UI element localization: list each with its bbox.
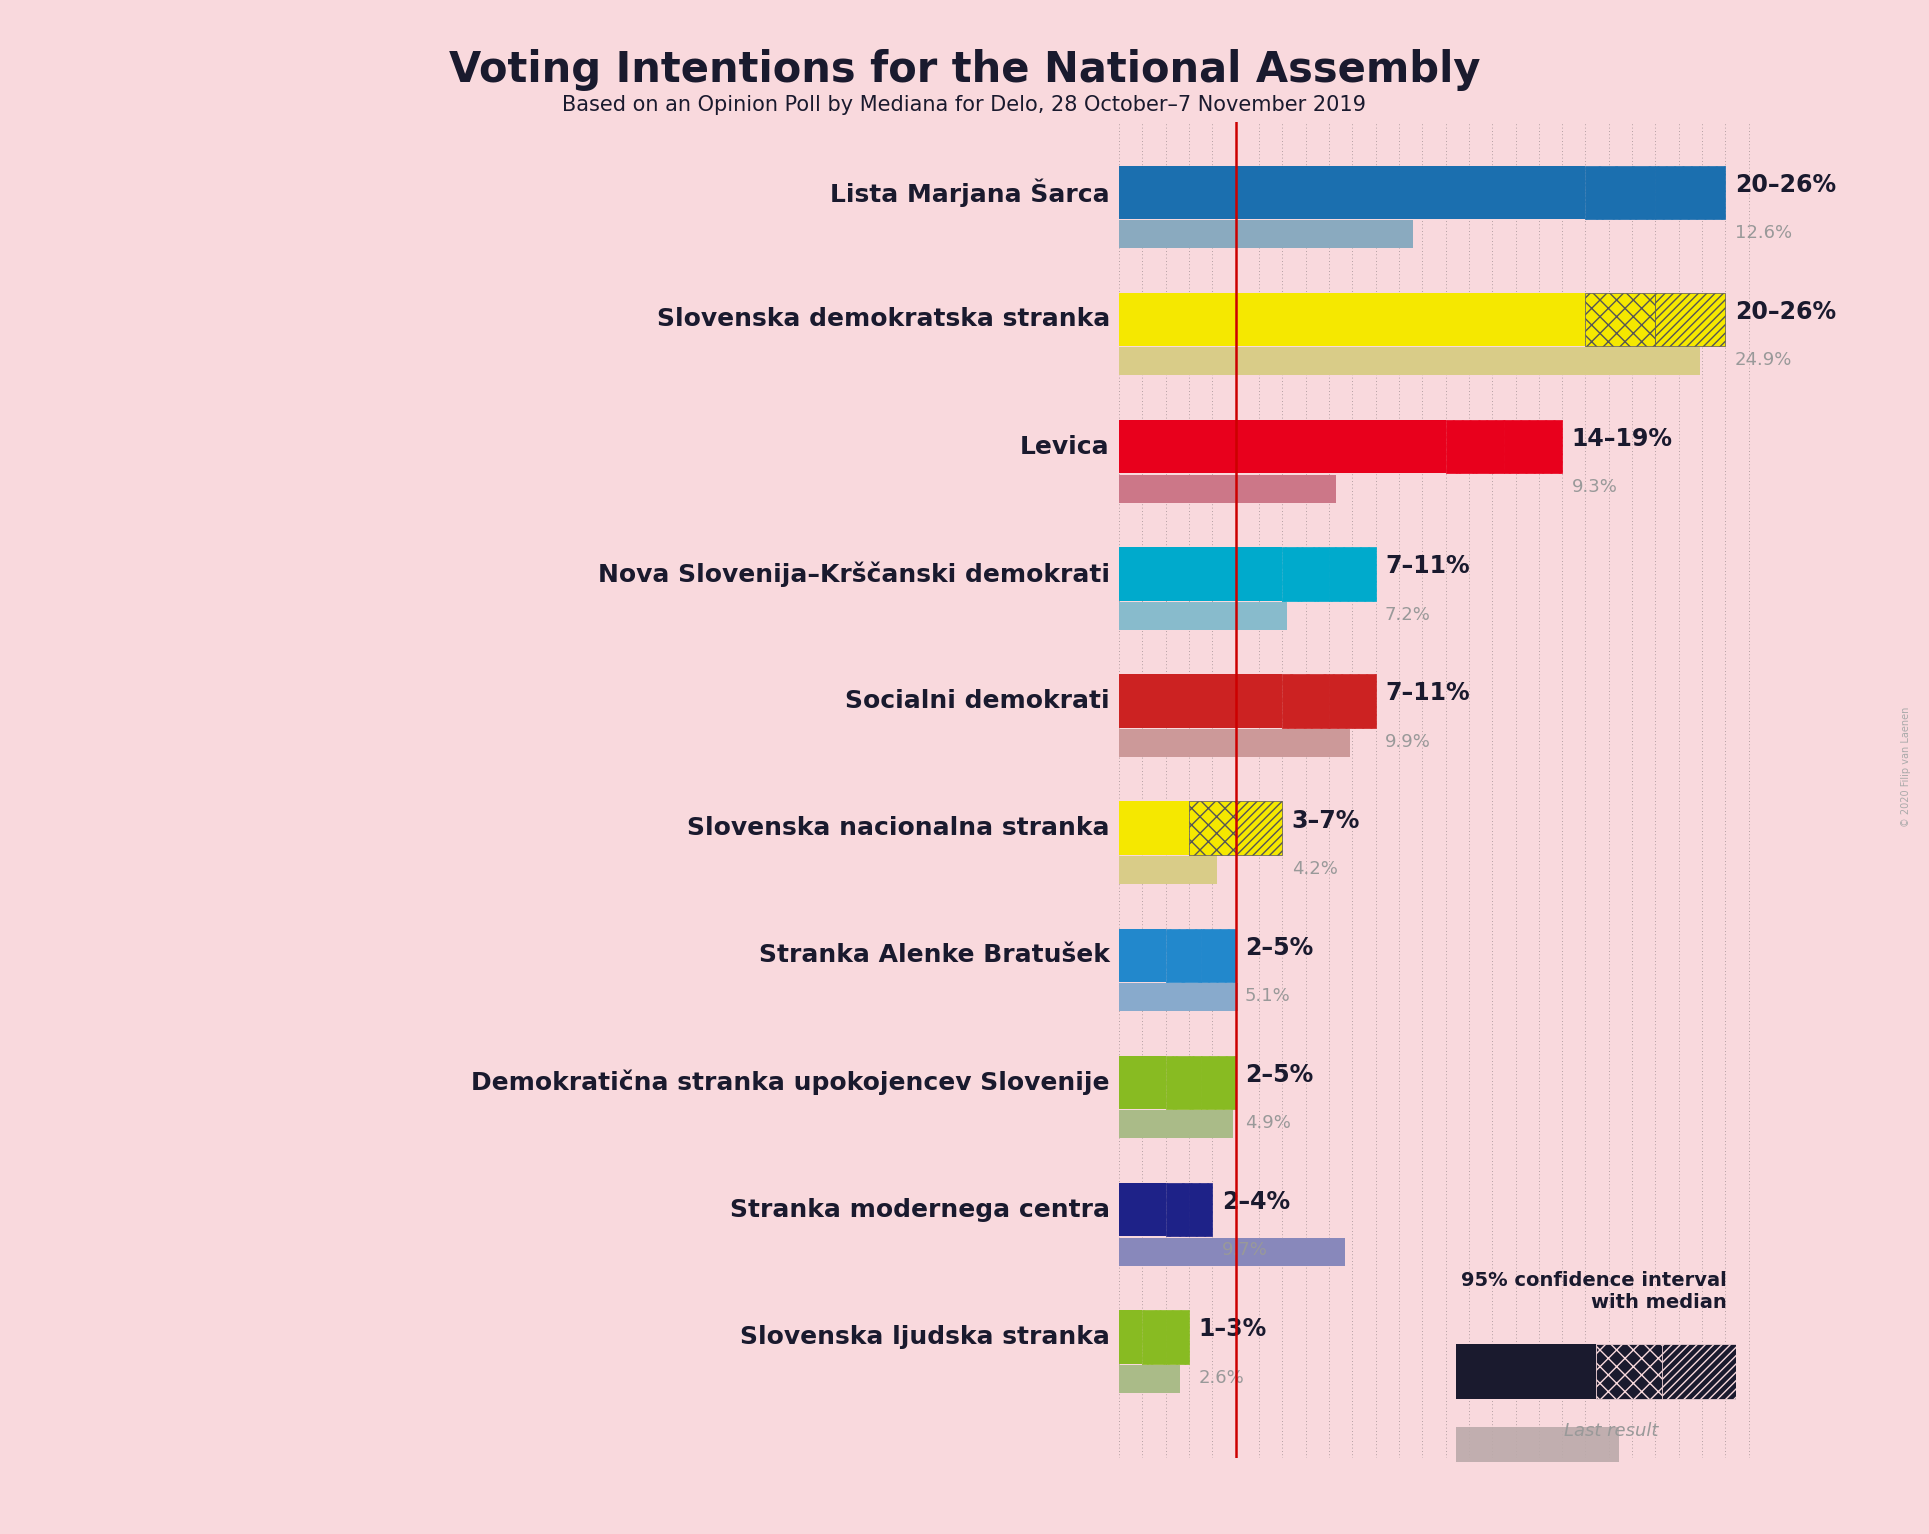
Bar xyxy=(1119,675,1283,727)
Text: 4.2%: 4.2% xyxy=(1292,861,1337,877)
Bar xyxy=(1586,293,1655,347)
Bar xyxy=(1165,928,1200,982)
Bar xyxy=(1119,928,1165,982)
Bar xyxy=(1329,675,1375,727)
Bar xyxy=(1119,548,1283,600)
Bar xyxy=(1329,548,1375,600)
Bar xyxy=(1165,1055,1200,1109)
Bar xyxy=(1165,1310,1188,1364)
Bar xyxy=(1283,548,1329,600)
Bar xyxy=(1188,801,1236,854)
Text: 1–3%: 1–3% xyxy=(1198,1318,1267,1341)
Bar xyxy=(1119,1183,1165,1236)
Text: 2.6%: 2.6% xyxy=(1198,1368,1244,1387)
Text: 9.7%: 9.7% xyxy=(1221,1241,1267,1259)
Text: Stranka modernega centra: Stranka modernega centra xyxy=(729,1198,1109,1221)
Bar xyxy=(1119,1238,1345,1266)
Bar xyxy=(1655,293,1725,347)
Text: 9.3%: 9.3% xyxy=(1572,479,1617,497)
Text: 12.6%: 12.6% xyxy=(1734,224,1792,242)
Text: 24.9%: 24.9% xyxy=(1734,351,1792,370)
Bar xyxy=(1200,928,1236,982)
Text: 14–19%: 14–19% xyxy=(1572,426,1672,451)
Text: 20–26%: 20–26% xyxy=(1734,299,1836,324)
Bar xyxy=(1119,420,1445,474)
Text: 2–5%: 2–5% xyxy=(1244,1063,1314,1088)
Bar xyxy=(1505,420,1562,474)
Bar xyxy=(1119,1055,1165,1109)
Bar xyxy=(1119,1365,1181,1393)
Bar xyxy=(1456,1344,1597,1399)
Bar xyxy=(1655,166,1725,219)
Text: 7–11%: 7–11% xyxy=(1385,554,1470,578)
Text: 7.2%: 7.2% xyxy=(1385,606,1431,623)
Text: Socialni demokrati: Socialni demokrati xyxy=(845,689,1109,713)
Bar xyxy=(1236,801,1283,854)
Text: 4.9%: 4.9% xyxy=(1244,1114,1291,1132)
Bar xyxy=(1283,675,1329,727)
Text: 2–4%: 2–4% xyxy=(1221,1190,1291,1213)
Bar xyxy=(1188,1183,1211,1236)
Bar xyxy=(1586,166,1655,219)
Text: Lista Marjana Šarca: Lista Marjana Šarca xyxy=(829,178,1109,207)
Text: Slovenska demokratska stranka: Slovenska demokratska stranka xyxy=(656,307,1109,331)
Bar xyxy=(1119,601,1287,630)
Bar xyxy=(1119,221,1412,249)
Text: Levica: Levica xyxy=(1020,434,1109,459)
Text: 95% confidence interval
with median: 95% confidence interval with median xyxy=(1460,1270,1726,1312)
Bar xyxy=(1165,1183,1188,1236)
Text: Stranka Alenke Bratušek: Stranka Alenke Bratušek xyxy=(758,943,1109,968)
Bar xyxy=(1119,293,1586,347)
Bar xyxy=(1142,1310,1165,1364)
Text: 2–5%: 2–5% xyxy=(1244,936,1314,960)
Text: © 2020 Filip van Laenen: © 2020 Filip van Laenen xyxy=(1900,707,1912,827)
Text: 7–11%: 7–11% xyxy=(1385,681,1470,706)
Text: 20–26%: 20–26% xyxy=(1734,173,1836,196)
Bar xyxy=(1119,983,1238,1011)
Text: 5.1%: 5.1% xyxy=(1244,986,1291,1005)
Bar xyxy=(1456,1427,1618,1462)
Text: Based on an Opinion Poll by Mediana for Delo, 28 October–7 November 2019: Based on an Opinion Poll by Mediana for … xyxy=(563,95,1366,115)
Text: 3–7%: 3–7% xyxy=(1292,808,1360,833)
Text: Slovenska ljudska stranka: Slovenska ljudska stranka xyxy=(741,1325,1109,1348)
Bar xyxy=(1119,474,1337,503)
Text: Demokratična stranka upokojencev Slovenije: Demokratična stranka upokojencev Sloveni… xyxy=(471,1069,1109,1095)
Text: Last result: Last result xyxy=(1564,1422,1657,1440)
Bar xyxy=(1119,1310,1142,1364)
Bar xyxy=(1119,166,1586,219)
Bar xyxy=(1119,1111,1233,1138)
Text: Voting Intentions for the National Assembly: Voting Intentions for the National Assem… xyxy=(449,49,1480,91)
Bar xyxy=(1597,1344,1661,1399)
Bar xyxy=(1119,348,1699,376)
Text: Slovenska nacionalna stranka: Slovenska nacionalna stranka xyxy=(687,816,1109,841)
Bar xyxy=(1119,801,1188,854)
Bar xyxy=(1119,856,1217,884)
Text: 9.9%: 9.9% xyxy=(1385,733,1431,750)
Bar xyxy=(1200,1055,1236,1109)
Bar xyxy=(1445,420,1505,474)
Text: Nova Slovenija–Krščanski demokrati: Nova Slovenija–Krščanski demokrati xyxy=(598,561,1109,586)
Bar xyxy=(1661,1344,1736,1399)
Bar xyxy=(1119,729,1350,756)
